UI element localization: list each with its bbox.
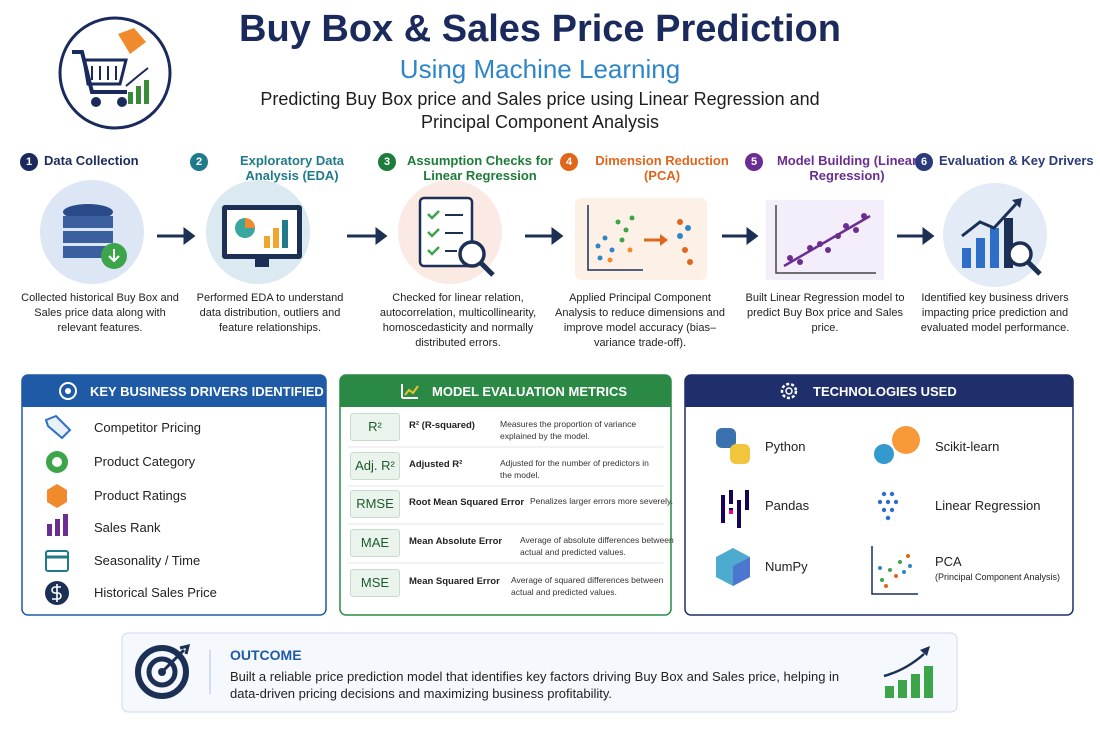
panel-title: MODEL EVALUATION METRICS — [432, 384, 627, 399]
step-title: Exploratory Data Analysis (EDA) — [239, 153, 345, 183]
driver-item: Historical Sales Price — [94, 585, 217, 600]
step-number: 6 — [915, 153, 933, 171]
metric-name: Mean Squared Error — [409, 576, 500, 587]
outcome-title: OUTCOME — [230, 647, 302, 663]
tech-name: PCA — [935, 554, 962, 569]
metric-abbr: Adj. R² — [350, 452, 400, 480]
panel-technologies — [684, 374, 1074, 616]
step-title: Data Collection — [44, 153, 139, 168]
step-heading: 5 Model Building (Linear Regression) — [745, 153, 925, 183]
step-icon-pca — [575, 198, 707, 280]
outcome-text: Built a reliable price prediction model … — [230, 669, 840, 701]
metric-name: R² (R-squared) — [409, 420, 475, 431]
step-heading: 4 Dimension Reduction (PCA) — [560, 153, 740, 183]
metric-name: Adjusted R² — [409, 459, 463, 470]
step-text: Identified key business drivers impactin… — [920, 292, 1070, 334]
logo — [58, 16, 172, 130]
step-title: Model Building (Linear Regression) — [776, 153, 918, 183]
metric-description: Measures the proportion of variance expl… — [500, 419, 637, 441]
metric-abbr: RMSE — [350, 490, 400, 518]
driver-item: Sales Rank — [94, 520, 161, 535]
step-number: 1 — [20, 153, 38, 171]
step-title: Dimension Reduction (PCA) — [595, 153, 729, 183]
step-heading: 1 Data Collection — [20, 153, 200, 171]
description: Predicting Buy Box price and Sales price… — [260, 89, 820, 132]
driver-item: Competitor Pricing — [94, 420, 201, 435]
step-heading: 6 Evaluation & Key Drivers — [915, 153, 1095, 171]
panel-drivers — [21, 374, 327, 616]
subtitle: Using Machine Learning — [399, 54, 681, 84]
step-number: 5 — [745, 153, 763, 171]
tech-name: Linear Regression — [935, 498, 1041, 513]
driver-item: Seasonality / Time — [94, 553, 201, 568]
driver-item: Product Category — [94, 454, 196, 469]
tech-name: Scikit-learn — [935, 439, 1000, 454]
metric-description: Average of absolute differences between … — [520, 535, 674, 557]
tech-name: Python — [765, 439, 806, 454]
outcome-box — [121, 632, 958, 713]
panel-title: KEY BUSINESS DRIVERS IDENTIFIED — [90, 384, 324, 399]
step-icon-checks — [398, 180, 502, 284]
metric-abbr: MAE — [350, 529, 400, 557]
tech-note: (Principal Component Analysis) — [935, 572, 1061, 582]
step-title: Assumption Checks for Linear Regression — [407, 153, 553, 183]
panel-metrics — [339, 374, 672, 616]
title: Buy Box & Sales Price Prediction — [239, 8, 841, 50]
step-arrows — [157, 227, 935, 245]
step-number: 4 — [560, 153, 578, 171]
step-text: Checked for linear relation, autocorrela… — [379, 292, 537, 349]
tech-name: NumPy — [765, 559, 808, 574]
driver-item: Product Ratings — [94, 488, 187, 503]
metric-name: Root Mean Squared Error — [409, 497, 525, 508]
metric-description: Penalizes larger errors more severely. — [530, 496, 673, 506]
step-text: Applied Principal Component Analysis to … — [555, 292, 725, 349]
step-icon-eval — [943, 183, 1047, 287]
step-number: 2 — [190, 153, 208, 171]
metric-name: Mean Absolute Error — [409, 536, 503, 547]
step-icon-model — [766, 200, 884, 280]
step-icon-eda — [206, 180, 310, 284]
step-text: Collected historical Buy Box and Sales p… — [21, 292, 179, 334]
step-title: Evaluation & Key Drivers — [939, 153, 1094, 168]
metric-abbr: MSE — [350, 569, 400, 597]
step-text: Built Linear Regression model to predict… — [745, 292, 905, 334]
step-text: Performed EDA to understand data distrib… — [196, 292, 344, 334]
metric-description: Adjusted for the number of predictors in… — [500, 458, 649, 480]
metric-description: Average of squared differences between a… — [511, 575, 664, 597]
step-heading: 2 Exploratory Data Analysis (EDA) — [190, 153, 370, 183]
step-icon-data — [40, 180, 144, 284]
step-number: 3 — [378, 153, 396, 171]
step-heading: 3 Assumption Checks for Linear Regression — [378, 153, 558, 183]
tech-name: Pandas — [765, 498, 810, 513]
metric-abbr: R² — [350, 413, 400, 441]
panel-title: TECHNOLOGIES USED — [813, 384, 957, 399]
